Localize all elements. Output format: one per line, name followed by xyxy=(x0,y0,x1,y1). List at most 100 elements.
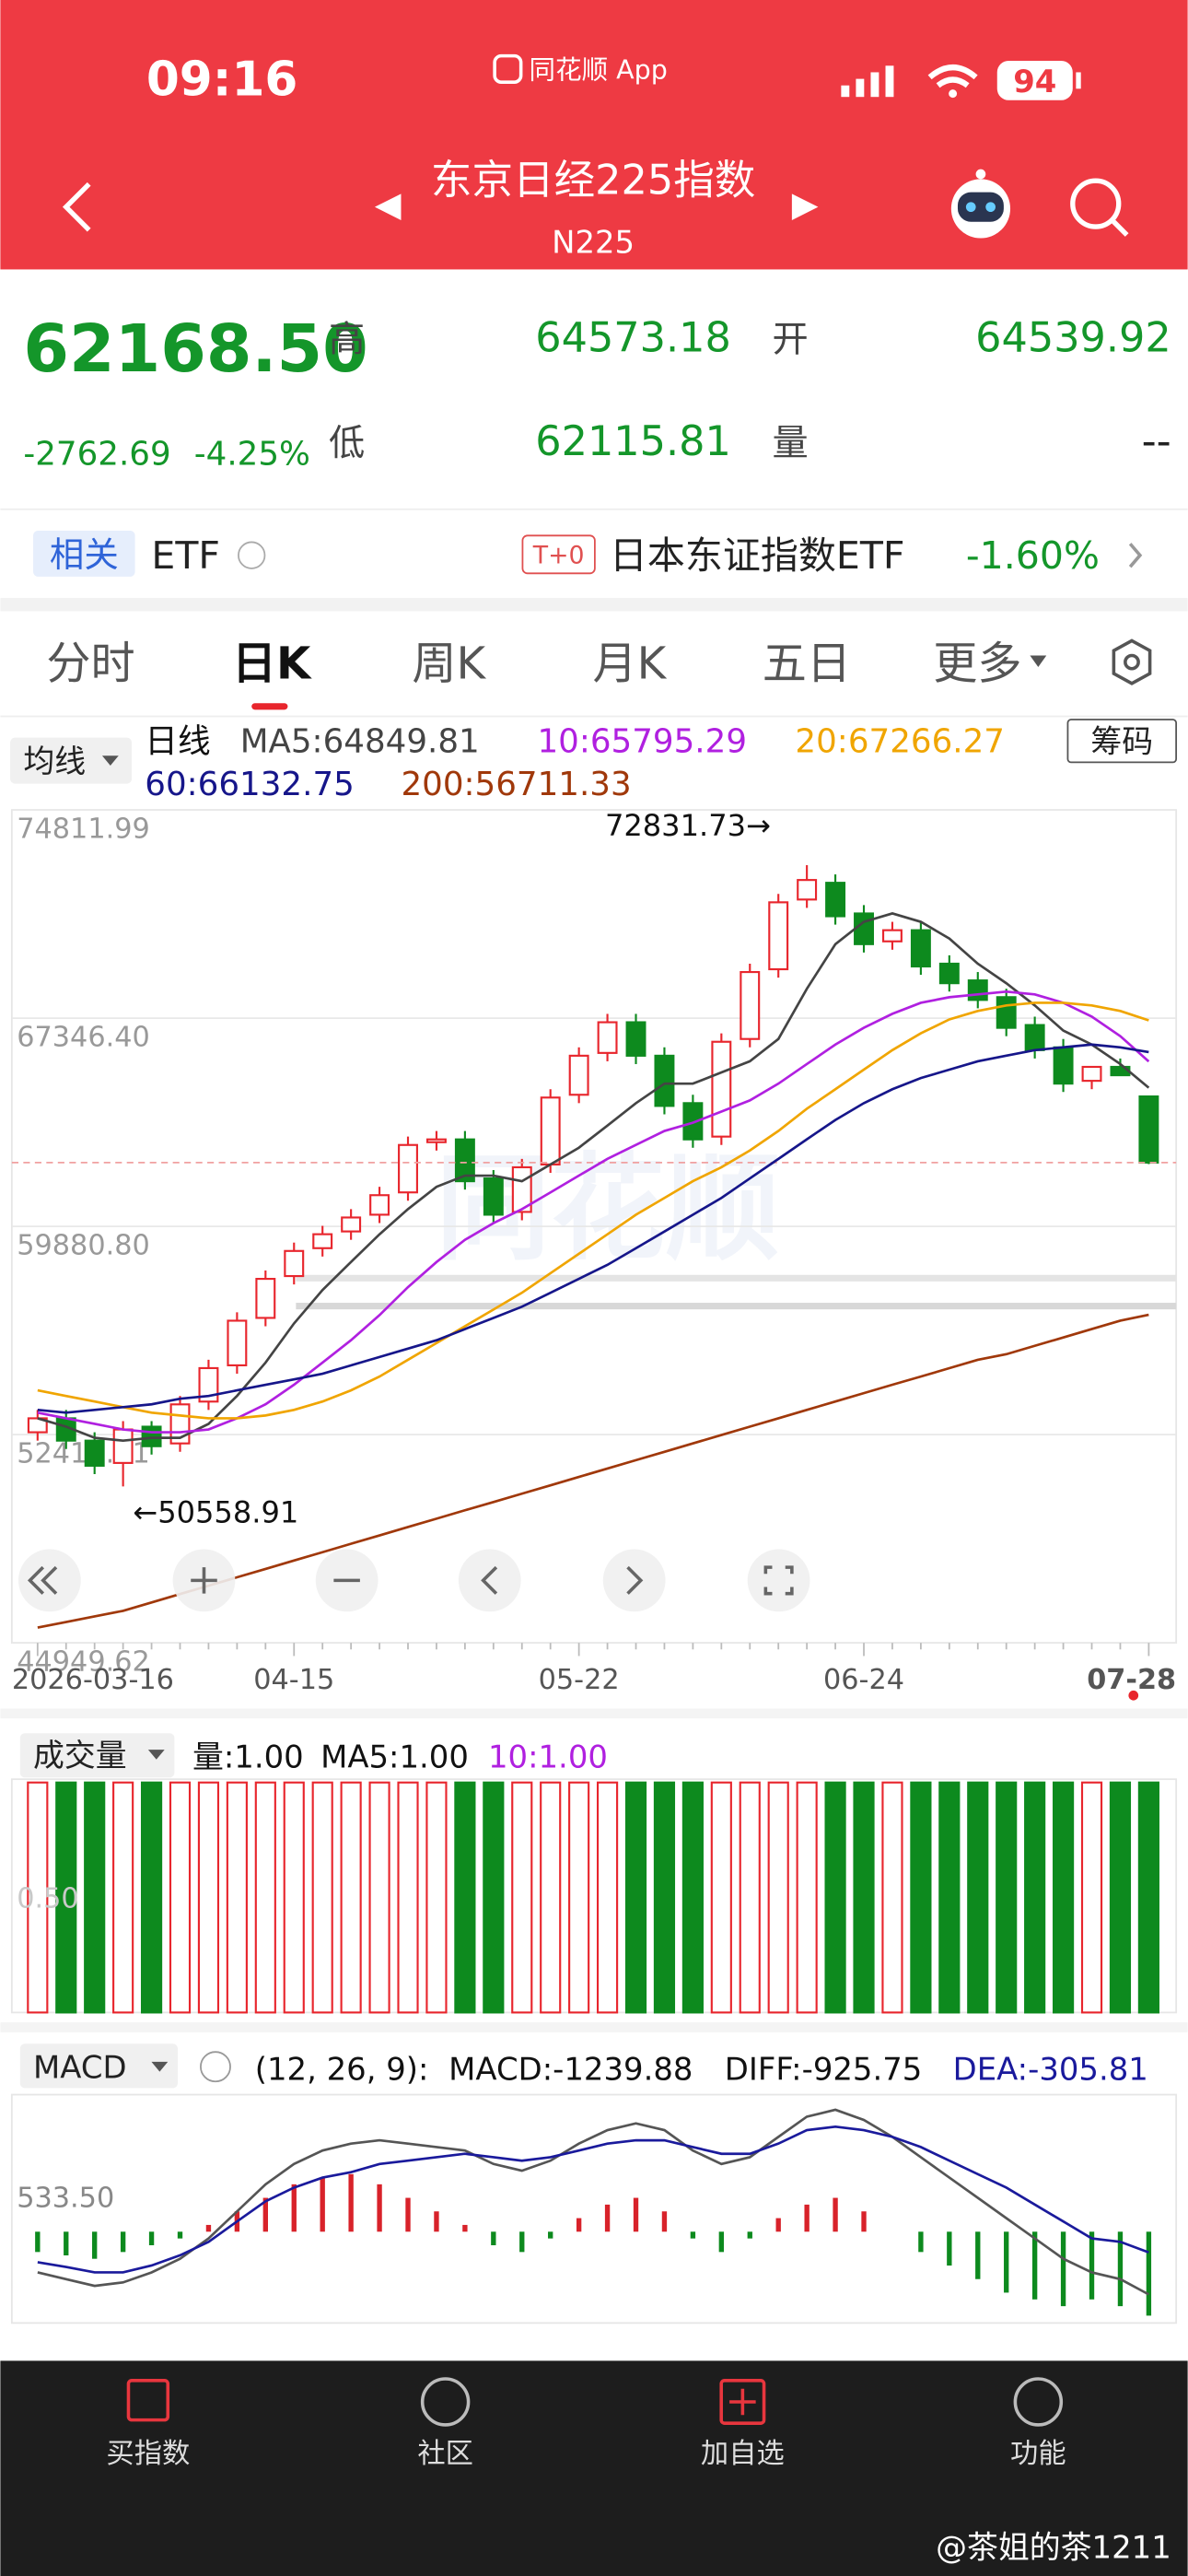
ma-button-bg[interactable] xyxy=(10,737,133,784)
macd-bar xyxy=(1031,2231,1038,2300)
legend-entry: DIFF:-925.75 xyxy=(725,2051,923,2087)
volume-bar xyxy=(624,1781,647,2014)
ma-line xyxy=(37,912,1150,1442)
legend-value: -1239.88 xyxy=(553,2051,693,2087)
chip-button[interactable]: 筹码 xyxy=(1090,724,1153,760)
etf-badge: T+0 xyxy=(532,542,585,570)
volume-title[interactable]: 成交量 xyxy=(33,1738,127,1774)
candle-body xyxy=(255,1278,276,1319)
candle-body xyxy=(398,1143,418,1194)
macd-info[interactable] xyxy=(200,2051,231,2083)
wifi-dot xyxy=(949,89,958,99)
tab[interactable]: 周K xyxy=(412,638,486,689)
tab[interactable]: 月K xyxy=(592,638,667,689)
legend-value: -925.75 xyxy=(802,2051,923,2087)
etf-label[interactable]: ETF xyxy=(151,533,220,578)
prev-index[interactable] xyxy=(374,193,402,220)
macd-selector-bg[interactable] xyxy=(19,2043,178,2089)
volume-bar xyxy=(397,1781,419,2014)
volume-bar xyxy=(311,1781,333,2014)
nav-icon-community[interactable] xyxy=(420,2377,471,2427)
etf-badge-box xyxy=(521,534,596,575)
candle-body xyxy=(967,979,988,1001)
settings-icon[interactable] xyxy=(1112,638,1152,685)
legend-value: 56711.33 xyxy=(475,766,632,803)
macd-bar xyxy=(833,2197,838,2232)
tab[interactable]: 分时 xyxy=(46,638,134,689)
candle-body xyxy=(740,970,761,1040)
overlay-bar xyxy=(296,1274,1177,1282)
volume-bar xyxy=(112,1781,134,2014)
volume-bar xyxy=(681,1781,704,2014)
x-tick-label: 06-24 xyxy=(823,1664,904,1696)
nav-label[interactable]: 功能 xyxy=(1010,2438,1066,2470)
y-tick-label: 67346.40 xyxy=(17,1021,150,1053)
index-title: 东京日经225指数 xyxy=(431,156,755,204)
legend-entry: 10:65795.29 xyxy=(537,723,747,761)
tab[interactable]: 五日 xyxy=(763,638,851,689)
battery-level: 94 xyxy=(1013,64,1056,100)
volume-bar xyxy=(796,1781,818,2014)
nav-label[interactable]: 社区 xyxy=(417,2438,473,2470)
y-tick-label: 533.50 xyxy=(17,2183,114,2215)
macd-bar xyxy=(35,2231,41,2253)
ma-line xyxy=(37,989,1150,1434)
nav-icon-function[interactable] xyxy=(1013,2377,1064,2427)
candle-body xyxy=(369,1194,390,1216)
chip-button-box[interactable] xyxy=(1066,719,1178,764)
volume-bar xyxy=(540,1781,562,2014)
candle-body xyxy=(996,996,1017,1029)
volume-bar xyxy=(653,1781,676,2014)
icon xyxy=(626,1565,644,1595)
next-index[interactable] xyxy=(791,193,819,220)
open-value: 64539.92 xyxy=(975,314,1171,362)
robot-icon[interactable] xyxy=(950,169,1011,239)
low-annotation: ←50558.91 xyxy=(133,1495,298,1530)
legend-name: DEA: xyxy=(953,2051,1028,2087)
candle-body xyxy=(198,1366,219,1403)
volume-bar xyxy=(710,1781,732,2014)
macd-title[interactable]: MACD xyxy=(33,2050,127,2086)
info-icon[interactable] xyxy=(238,541,266,569)
more-caret[interactable] xyxy=(1030,655,1047,667)
candle-body xyxy=(654,1054,675,1107)
plus xyxy=(729,2388,756,2416)
fullscreen[interactable] xyxy=(747,1549,810,1612)
x-tick-label: 2026-03-16 xyxy=(12,1664,174,1696)
candle-body xyxy=(312,1233,333,1249)
ma-button[interactable]: 均线 xyxy=(23,744,86,779)
legend-value: -305.81 xyxy=(1028,2051,1148,2087)
nav-icon-buy[interactable] xyxy=(126,2379,170,2422)
icon xyxy=(27,1565,58,1595)
legend-entry: 10:1.00 xyxy=(488,1739,608,1775)
candle-body xyxy=(854,912,874,945)
nav-label[interactable]: 买指数 xyxy=(106,2438,190,2470)
candle-body xyxy=(141,1425,162,1447)
candle-body xyxy=(540,1096,561,1166)
volume-bar xyxy=(483,1781,505,2014)
volume-bar xyxy=(568,1781,590,2014)
volume-selector-bg[interactable] xyxy=(19,1733,175,1778)
scroll-left[interactable] xyxy=(458,1549,521,1612)
macd-bar xyxy=(604,2204,611,2232)
signal-icon xyxy=(841,65,894,98)
y-tick-label: 74811.99 xyxy=(17,813,150,845)
nav-label[interactable]: 加自选 xyxy=(701,2438,785,2470)
candle-body xyxy=(910,929,931,968)
tab[interactable]: 更多 xyxy=(933,638,1021,689)
zoom-out-all[interactable] xyxy=(18,1549,81,1612)
scroll-right[interactable] xyxy=(602,1549,666,1612)
nav-icon-add[interactable] xyxy=(719,2379,766,2425)
tab[interactable]: 日K xyxy=(232,638,312,689)
volume-bar xyxy=(1137,1781,1159,2014)
macd-bar xyxy=(861,2211,867,2232)
last-price: 62168.50 xyxy=(23,310,367,387)
volume-bar xyxy=(910,1781,932,2014)
back-button[interactable] xyxy=(62,181,91,232)
etf-arrow[interactable] xyxy=(1128,543,1143,568)
macd-bar xyxy=(491,2231,496,2245)
etf-fund[interactable]: 日本东证指数ETF xyxy=(610,533,905,578)
candle-body xyxy=(568,1054,589,1096)
search-icon[interactable] xyxy=(1070,178,1129,237)
volume-bar xyxy=(881,1781,903,2014)
